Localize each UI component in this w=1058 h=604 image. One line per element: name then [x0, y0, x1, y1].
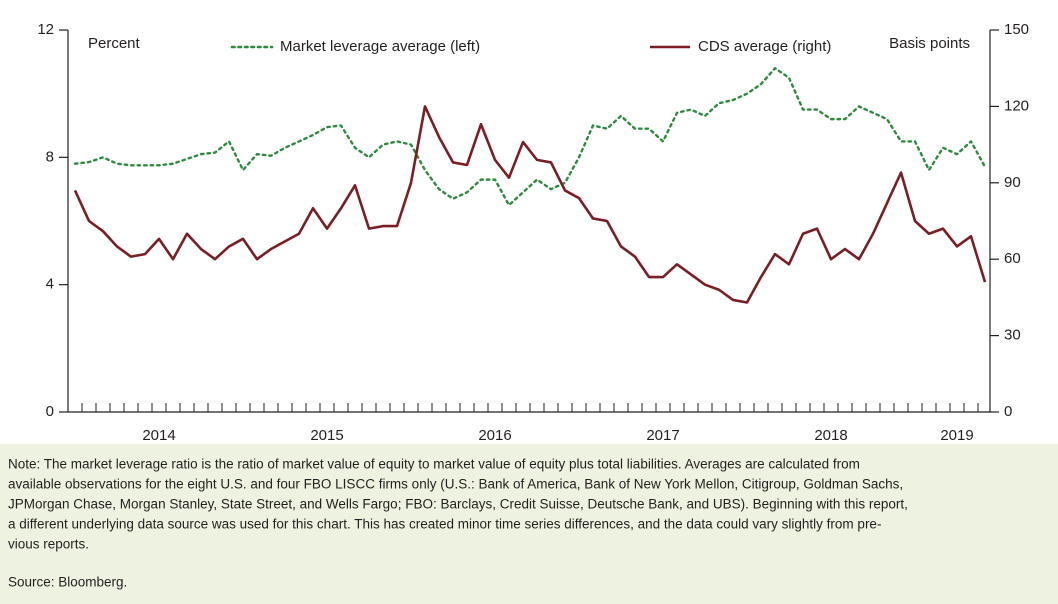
chart-panel: [0, 0, 1058, 444]
y2-tick-label: 30: [1004, 327, 1021, 344]
note-line: available observations for the eight U.S…: [8, 477, 903, 492]
legend-label: Market leverage average (left): [280, 38, 480, 55]
note-line: vious reports.: [8, 537, 89, 552]
y2-tick-label: 90: [1004, 174, 1021, 191]
series-line: [73, 105, 987, 304]
note-line: JPMorgan Chase, Morgan Stanley, State St…: [8, 497, 908, 512]
source: Source: Bloomberg.: [8, 575, 127, 590]
x-tick-label: 2015: [310, 427, 343, 444]
y-tick-label: 0: [46, 403, 54, 420]
x-tick-label: 2016: [478, 427, 511, 444]
y2-axis-label: Basis points: [889, 35, 970, 52]
y-axis-label: Percent: [88, 35, 141, 52]
y2-tick-label: 0: [1004, 403, 1012, 420]
legend-label: CDS average (right): [698, 38, 831, 55]
x-tick-label: 2018: [814, 427, 847, 444]
y2-tick-label: 120: [1004, 97, 1029, 114]
y-tick-label: 4: [46, 276, 54, 293]
note-line: Note: The market leverage ratio is the r…: [8, 457, 860, 472]
x-tick-label: 2017: [646, 427, 679, 444]
x-tick-label: 2019: [940, 427, 973, 444]
x-tick-label: 2014: [142, 427, 175, 444]
y-tick-label: 12: [37, 21, 54, 38]
series-line: [73, 67, 987, 207]
y2-tick-label: 60: [1004, 250, 1021, 267]
note-line: a different underlying data source was u…: [8, 517, 881, 532]
y2-tick-label: 150: [1004, 21, 1029, 38]
y-tick-label: 8: [46, 148, 54, 165]
